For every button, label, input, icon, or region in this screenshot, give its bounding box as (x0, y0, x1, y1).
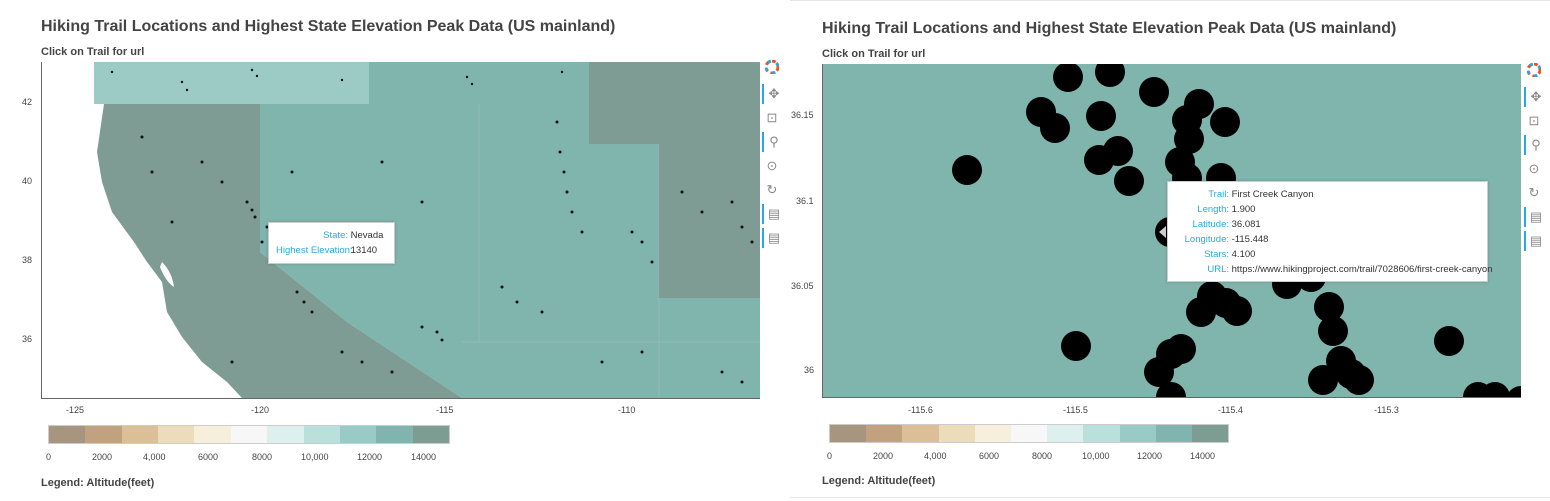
colorbar-tick: 4,000 (924, 451, 947, 461)
hover-icon-2[interactable]: ▤ (762, 228, 784, 248)
x-tick-label: -115.6 (908, 405, 933, 415)
y-tick-label: 36 (22, 334, 33, 344)
pan-icon[interactable]: ✥ (1524, 87, 1546, 107)
state-tooltip: State: Nevada Highest Elevation: 13140 (268, 222, 395, 264)
toolbar: ✥ ⊡ ⚲ ⊙ ↻ ▤ ▤ (762, 59, 784, 260)
colorbar-tick: 6000 (979, 451, 1000, 461)
y-tick-label: 36.05 (791, 281, 814, 291)
tooltip-latitude-value: 36.081 (1231, 219, 1261, 230)
hover-icon[interactable]: ▤ (1524, 207, 1546, 227)
tooltip-stars-key: Stars: (1204, 249, 1229, 260)
plot-panel-right: Hiking Trail Locations and Highest State… (790, 0, 1550, 501)
zoom-reset-icon[interactable]: ⊙ (766, 158, 778, 173)
tooltip-stars-value: 4.100 (1231, 249, 1256, 260)
colorbar (48, 425, 450, 444)
bokeh-logo-icon[interactable] (1524, 62, 1544, 83)
map-plot-area[interactable]: State: Nevada Highest Elevation: 13140 (41, 62, 760, 399)
tooltip-elevation-value: 13140 (350, 245, 378, 256)
state-oregon[interactable] (94, 62, 369, 104)
chart-title: Hiking Trail Locations and Highest State… (822, 20, 1397, 37)
tooltip-length-value: 1.900 (1231, 204, 1256, 215)
tooltip-url-key: URL: (1207, 264, 1229, 275)
hover-icon-2[interactable]: ▤ (1524, 231, 1546, 251)
pan-icon[interactable]: ✥ (762, 84, 784, 104)
y-tick-label: 40 (22, 176, 33, 186)
y-tick-label: 36 (804, 365, 815, 375)
colorbar-tick: 2000 (873, 451, 894, 461)
state-map (94, 62, 760, 398)
chart-subtitle: Click on Trail for url (822, 48, 926, 60)
state-idaho[interactable] (369, 62, 589, 104)
hover-icon[interactable]: ▤ (762, 204, 784, 224)
y-tick-label: 36.1 (796, 196, 814, 206)
x-tick-label: -115 (436, 405, 454, 415)
x-tick-label: -110 (618, 405, 636, 415)
state-nevada[interactable] (260, 104, 760, 398)
tooltip-longitude-key: Longitude: (1184, 234, 1229, 245)
x-tick-label: -115.4 (1218, 405, 1243, 415)
toolbar: ✥ ⊡ ⚲ ⊙ ↻ ▤ ▤ (1524, 62, 1546, 263)
colorbar-tick: 12000 (1137, 451, 1163, 461)
colorbar-tick: 6000 (198, 452, 219, 462)
tooltip-state-value: Nevada (350, 230, 384, 241)
map-plot-area-zoomed[interactable]: Trail: First Creek Canyon Length: 1.900 … (822, 64, 1521, 398)
trail-tooltip: Trail: First Creek Canyon Length: 1.900 … (1167, 181, 1492, 282)
chart-subtitle: Click on Trail for url (41, 46, 145, 58)
colorbar-tick: 14000 (1190, 451, 1216, 461)
plot-panel-left: Hiking Trail Locations and Highest State… (22, 18, 780, 489)
colorbar-tick: 10,000 (301, 452, 329, 462)
colorbar-tick: 0 (827, 451, 833, 461)
colorbar-tick: 10,000 (1082, 451, 1110, 461)
divider (790, 497, 1550, 498)
y-tick-label: 38 (22, 255, 33, 265)
y-tick-label: 42 (22, 97, 33, 107)
box-zoom-icon[interactable]: ⊡ (766, 110, 778, 125)
tooltip-trail-key: Trail: (1208, 189, 1229, 200)
colorbar-tick: 4,000 (143, 452, 166, 462)
state-wyoming[interactable] (589, 62, 760, 144)
colorbar-tick: 12000 (357, 452, 383, 462)
tooltip-elevation-key: Highest Elevation: (276, 245, 353, 256)
x-tick-label: -120 (251, 405, 270, 415)
box-zoom-icon[interactable]: ⊡ (1528, 113, 1540, 128)
tooltip-length-key: Length: (1197, 204, 1229, 215)
colorbar-tick: 8000 (1032, 451, 1053, 461)
zoom-reset-icon[interactable]: ⊙ (1528, 161, 1540, 176)
x-tick-label: -115.5 (1063, 405, 1088, 415)
refresh-icon[interactable]: ↻ (1528, 185, 1540, 200)
y-tick-label: 36.15 (791, 110, 814, 120)
colorbar-tick: 0 (46, 452, 52, 462)
colorbar-tick: 8000 (252, 452, 273, 462)
colorbar-tick: 2000 (92, 452, 113, 462)
legend-label: Legend: Altitude(feet) (822, 475, 936, 487)
refresh-icon[interactable]: ↻ (766, 182, 778, 197)
wheel-zoom-icon[interactable]: ⚲ (1524, 135, 1546, 155)
state-california[interactable] (97, 104, 462, 398)
trail-points[interactable] (110, 68, 754, 384)
bokeh-logo-icon[interactable] (762, 59, 782, 80)
state-colorado[interactable] (659, 144, 760, 298)
tooltip-url-value[interactable]: https://www.hikingproject.com/trail/7028… (1231, 264, 1493, 275)
colorbar-tick: 14000 (411, 452, 437, 462)
tooltip-state-key: State: (323, 230, 348, 241)
tooltip-latitude-key: Latitude: (1192, 219, 1229, 230)
wheel-zoom-icon[interactable]: ⚲ (762, 132, 784, 152)
x-tick-label: -115.3 (1374, 405, 1399, 415)
tooltip-trail-value: First Creek Canyon (1231, 189, 1314, 200)
colorbar (829, 424, 1229, 443)
legend-label: Legend: Altitude(feet) (41, 477, 155, 489)
x-tick-label: -125 (66, 405, 85, 415)
chart-title: Hiking Trail Locations and Highest State… (41, 18, 616, 35)
tooltip-longitude-value: -115.448 (1231, 234, 1269, 245)
